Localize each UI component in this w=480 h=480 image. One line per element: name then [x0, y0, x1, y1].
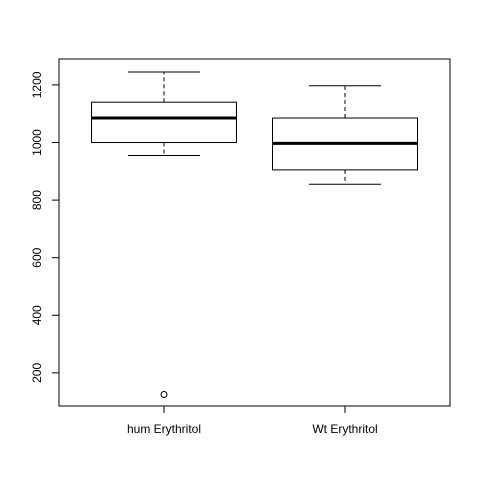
x-axis: hum Erythritol Wt Erythritol — [127, 406, 378, 436]
x-tick-label: Wt Erythritol — [312, 422, 377, 436]
outlier-point — [160, 390, 168, 398]
y-axis: 200 400 600 800 1000 1200 — [30, 71, 60, 383]
boxes-layer — [91, 71, 418, 398]
box-2 — [272, 85, 418, 185]
y-tick-label: 1000 — [30, 129, 44, 156]
x-tick-label: hum Erythritol — [127, 422, 201, 436]
y-tick-label: 1200 — [30, 71, 44, 98]
box-1 — [91, 71, 237, 398]
y-tick-label: 800 — [30, 190, 44, 210]
iqr-box — [91, 101, 237, 144]
y-tick-label: 400 — [30, 305, 44, 325]
y-tick-label: 200 — [30, 363, 44, 383]
y-tick-label: 600 — [30, 247, 44, 267]
